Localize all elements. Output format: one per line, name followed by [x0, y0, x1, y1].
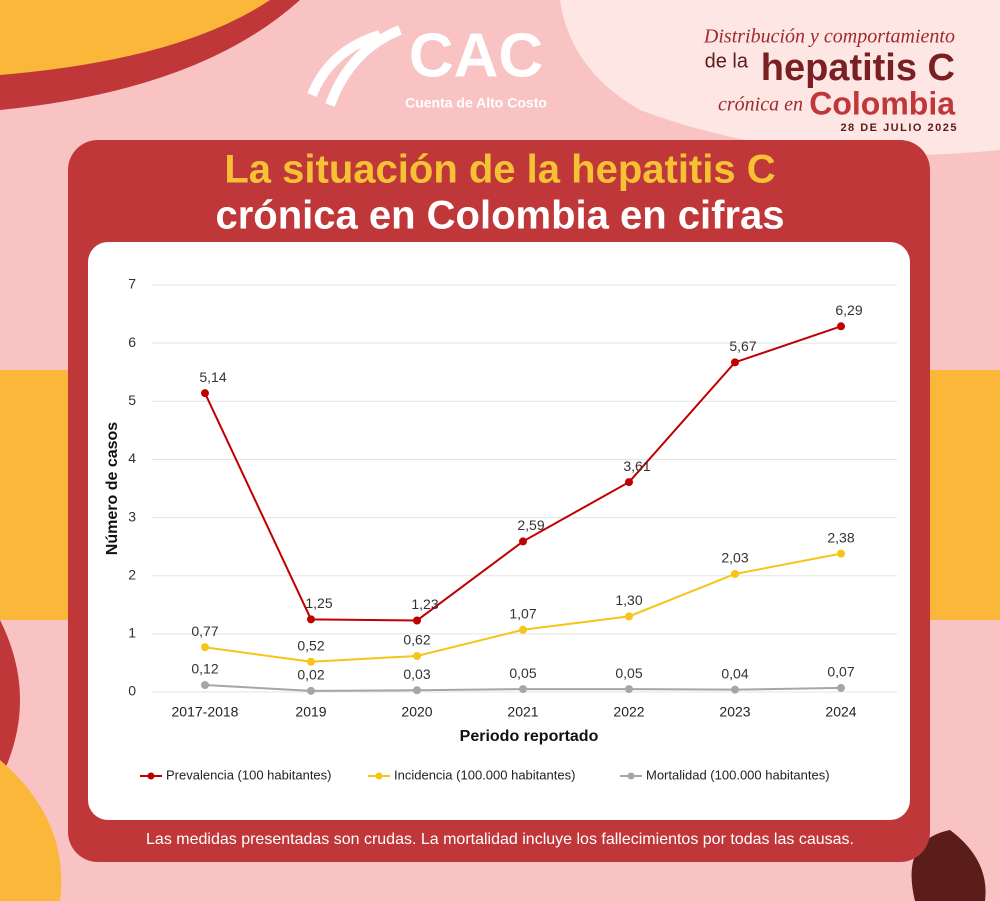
header-bg: [560, 0, 1000, 155]
point: [307, 615, 315, 624]
point: [413, 616, 421, 625]
data-label: 2,59: [517, 517, 544, 533]
point: [731, 685, 739, 694]
point: [519, 537, 527, 546]
data-label: 0,12: [191, 661, 218, 677]
data-label: 2,38: [827, 529, 854, 545]
data-label: 6,29: [835, 302, 862, 318]
x-tick-label: 2019: [295, 704, 326, 720]
y-tick-label: 5: [128, 392, 136, 408]
point: [837, 683, 845, 692]
header-line: hepatitis C: [761, 47, 955, 89]
point: [519, 685, 527, 694]
x-tick-label: 2024: [825, 704, 856, 720]
title: crónica en Colombia en cifras: [215, 194, 784, 238]
point: [837, 549, 845, 558]
x-tick-label: 2020: [401, 704, 432, 720]
header-date: 28 DE JULIO 2025: [840, 122, 958, 134]
point: [837, 322, 845, 331]
point: [413, 686, 421, 695]
point: [201, 681, 209, 690]
point: [731, 358, 739, 367]
point: [201, 643, 209, 652]
point: [307, 686, 315, 695]
legend-label: Incidencia (100.000 habitantes): [394, 767, 575, 782]
swoosh: [0, 0, 270, 75]
footnote: Las medidas presentadas son crudas. La m…: [146, 831, 854, 848]
leaf: [0, 620, 20, 780]
point: [625, 612, 633, 621]
point: [519, 625, 527, 634]
data-label: 0,04: [721, 665, 748, 681]
data-label: 3,61: [623, 458, 650, 474]
data-label: 1,23: [411, 596, 438, 612]
chart: 0 1 2 3 4 5 6 7 2017-2018 2019 2020 2021 2022 2023 202…: [104, 276, 897, 782]
x-tick-label: 2021: [507, 704, 538, 720]
logo-mark: [307, 25, 402, 107]
leaf: [0, 760, 62, 901]
y-tick-label: 0: [128, 683, 136, 699]
point: [413, 651, 421, 660]
data-label: 0,07: [827, 664, 854, 680]
chart-card: [88, 242, 910, 820]
y-tick-label: 6: [128, 334, 136, 350]
header-line: Distribución y comportamiento: [703, 26, 955, 48]
data-label: 0,05: [509, 665, 536, 681]
data-label: 0,52: [297, 637, 324, 653]
data-label: 1,30: [615, 592, 642, 608]
point: [731, 569, 739, 578]
x-tick-label: 2017-2018: [172, 704, 239, 720]
x-axis-label: Periodo reportado: [460, 728, 599, 745]
point: [201, 389, 209, 398]
header-line: de la: [705, 50, 749, 72]
y-tick-label: 7: [128, 276, 136, 292]
legend-dot: [627, 772, 635, 780]
data-label: 0,03: [403, 666, 430, 682]
logo-text: CAC: [409, 21, 543, 90]
data-label: 1,25: [305, 595, 332, 611]
y-tick-label: 1: [128, 625, 136, 641]
data-label: 1,07: [509, 605, 536, 621]
header-line: Colombia: [809, 85, 955, 121]
point: [625, 478, 633, 487]
data-label: 0,62: [403, 632, 430, 648]
legend-label: Mortalidad (100.000 habitantes): [646, 767, 830, 782]
title: La situación de la hepatitis C: [224, 148, 775, 192]
legend-label: Prevalencia (100 habitantes): [166, 767, 332, 782]
logo-subtitle: Cuenta de Alto Costo: [405, 95, 547, 111]
data-label: 5,67: [729, 338, 756, 354]
data-label: 2,03: [721, 550, 748, 566]
y-axis-label: Número de casos: [104, 422, 121, 555]
x-tick-label: 2023: [719, 704, 750, 720]
data-label: 0,02: [297, 667, 324, 683]
leaf: [911, 830, 986, 901]
x-tick-label: 2022: [613, 704, 644, 720]
y-tick-label: 3: [128, 508, 136, 524]
data-label: 5,14: [199, 369, 226, 385]
data-label: 0,77: [191, 623, 218, 639]
legend-dot: [147, 772, 155, 780]
y-tick-label: 2: [128, 566, 136, 582]
y-tick-label: 4: [128, 450, 136, 466]
point: [625, 685, 633, 694]
legend-dot: [375, 772, 383, 780]
point: [307, 657, 315, 666]
data-label: 0,05: [615, 665, 642, 681]
header-line: crónica en: [718, 94, 803, 116]
